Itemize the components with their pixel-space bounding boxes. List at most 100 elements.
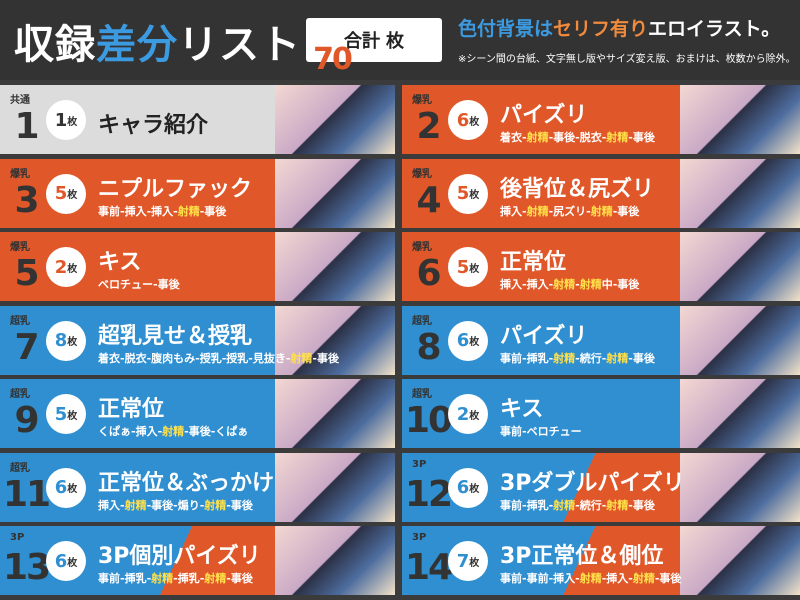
count-unit: 枚 [67, 263, 78, 275]
scene-title: 超乳見せ＆授乳 [98, 323, 253, 349]
scene-number: 6 [416, 253, 441, 294]
title-accent: 差分 [96, 22, 178, 68]
scene-card: 超乳 11 6 枚 正常位＆ぶっかけ挿入-射精-事後-煽り-射精-事後 [0, 452, 395, 522]
scene-number: 13 [2, 547, 51, 588]
scene-title: キャラ紹介 [98, 113, 209, 138]
scene-detail: 事前-挿乳-射精-挿乳-射精-事後 [98, 572, 253, 585]
count-unit: 枚 [67, 190, 78, 201]
scene-thumbnail [680, 305, 800, 375]
scene-number: 1 [14, 106, 39, 147]
total-count: 70 [313, 42, 353, 77]
count-unit: 枚 [67, 337, 78, 348]
scene-thumbnail [680, 526, 800, 595]
scene-detail: 着衣-射精-事後-脱衣-射精-事後 [500, 131, 655, 144]
title: 収録差分リスト [14, 12, 301, 70]
scene-detail: 挿入-射精-尻ズリ-射精-事後 [500, 204, 640, 218]
scene-tag: 超乳 [10, 315, 30, 327]
scene-number: 3 [14, 179, 39, 221]
scene-tag: 共通 [10, 95, 30, 106]
scene-thumbnail [680, 85, 800, 154]
scene-detail: 事前-ベロチュー [500, 425, 582, 438]
count-value: 6 [456, 477, 470, 498]
scene-card: 爆乳 3 5 枚ニプルファック 事前-挿入-挿入-射精-事後 [0, 158, 395, 228]
count-unit: 枚 [67, 484, 78, 495]
tagline-part: エロイラスト。 [648, 18, 781, 40]
scene-tag: 超乳 [412, 389, 432, 400]
scene-thumbnail [275, 452, 395, 522]
scene-thumbnail [275, 526, 395, 595]
scene-tag: 3P [412, 532, 427, 543]
scene-detail: ベロチュー-事後 [98, 278, 180, 291]
count-unit: 枚 [469, 190, 480, 201]
scene-card: 爆乳 6 5 枚正常位 挿入-挿入-射精-射精中-事後 [402, 232, 800, 301]
scene-thumbnail [275, 85, 395, 154]
scene-detail: 着衣-脱衣-腹肉もみ-授乳-授乳-見抜き-射精-事後 [98, 351, 339, 365]
scene-tag: 爆乳 [10, 168, 30, 180]
scene-detail: 事前-挿乳-射精-続行-射精-事後 [500, 351, 655, 365]
scene-tag: 3P [10, 532, 25, 543]
scene-title: キス [500, 397, 544, 422]
count-value: 6 [54, 477, 68, 498]
scene-number: 5 [14, 253, 39, 294]
scene-card: 共通 1 1 枚キャラ紹介 [0, 85, 395, 154]
scene-tag: 3P [412, 458, 427, 470]
count-unit: 枚 [469, 410, 480, 422]
scene-detail: 事前-事前-挿入-射精-挿入-射精-事後 [500, 572, 682, 585]
count-unit: 枚 [67, 557, 78, 569]
scene-card: 3P 13 6 枚 3P個別パイズリ 事前-挿乳-射精-挿乳-射精-事後 [0, 526, 395, 595]
scene-card: 3P 14 7 枚 3P正常位＆側位 事前-事前-挿入-射精-挿入-射精-事後 [402, 526, 800, 595]
scene-title: ニプルファック [98, 176, 253, 202]
scene-card: 超乳 10 2 枚キス 事前-ベロチュー [402, 379, 800, 448]
count-unit: 枚 [469, 484, 480, 495]
scene-tag: 爆乳 [412, 95, 432, 106]
count-value: 8 [54, 330, 68, 351]
scene-thumbnail [275, 379, 395, 448]
scene-tag: 爆乳 [412, 168, 432, 180]
count-unit: 枚 [67, 116, 78, 128]
scene-number: 7 [14, 326, 39, 368]
scene-detail: 挿入-射精-事後-煽り-射精-事後 [98, 498, 253, 512]
count-unit: 枚 [469, 116, 480, 128]
scene-title: 正常位 [98, 397, 165, 422]
scene-number: 12 [404, 473, 453, 515]
scene-thumbnail [680, 452, 800, 522]
scene-thumbnail [680, 232, 800, 301]
count-value: 6 [456, 109, 470, 131]
count-value: 2 [54, 256, 68, 278]
title-text: リスト [178, 22, 301, 68]
scene-card: 爆乳 5 2 枚キス ベロチュー-事後 [0, 232, 395, 301]
note: ※シーン間の台紙、文字無し版やサイズ変え版、おまけは、枚数から除外。 [458, 54, 796, 65]
scene-detail: くぱぁ-挿入-射精-事後-くぱぁ [98, 425, 249, 438]
scene-number: 8 [416, 326, 441, 368]
scene-title: パイズリ [500, 103, 588, 128]
scene-card: 3P 12 6 枚 3Pダブルパイズリ 事前-挿乳-射精-続行-射精-事後 [402, 452, 800, 522]
scene-card: 超乳 7 8 枚超乳見せ＆授乳 着衣-脱衣-腹肉もみ-授乳-授乳-見抜き-射精-事後 [0, 305, 395, 375]
title-text: 収録 [14, 22, 96, 68]
scene-title: 正常位＆ぶっかけ [98, 470, 275, 496]
scene-number: 11 [2, 473, 51, 515]
count-value: 7 [456, 550, 470, 572]
scene-tag: 超乳 [10, 389, 30, 400]
count-unit: 枚 [469, 337, 480, 348]
scene-card: 爆乳 4 5 枚後背位＆尻ズリ 挿入-射精-尻ズリ-射精-事後 [402, 158, 800, 228]
scene-title: キス [98, 250, 142, 275]
header: 収録差分リスト 合計 70 枚 色付背景はセリフ有りエロイラスト。 ※シーン間の台紙… [0, 0, 800, 80]
scene-card: 爆乳 2 6 枚パイズリ 着衣-射精-事後-脱衣-射精-事後 [402, 85, 800, 154]
scene-title: 3Pダブルパイズリ [500, 470, 685, 496]
scene-tag: 超乳 [10, 462, 30, 474]
count-value: 6 [54, 550, 68, 572]
scene-title: 正常位 [500, 250, 567, 275]
count-value: 5 [456, 256, 470, 278]
scene-title: パイズリ [500, 323, 588, 349]
